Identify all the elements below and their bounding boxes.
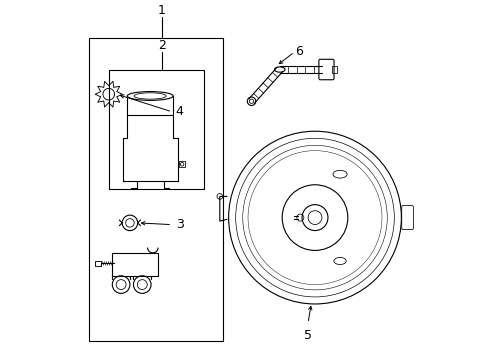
Bar [108, 69, 203, 189]
Text: 3: 3 [175, 218, 183, 231]
Bar [95, 261, 101, 266]
Bar [179, 161, 184, 167]
Text: 4: 4 [175, 105, 183, 118]
Text: 2: 2 [158, 39, 165, 52]
Bar [331, 66, 337, 73]
Text: 6: 6 [295, 45, 303, 58]
Text: 1: 1 [158, 4, 165, 17]
Bar [89, 38, 223, 341]
Text: 5: 5 [304, 329, 311, 342]
